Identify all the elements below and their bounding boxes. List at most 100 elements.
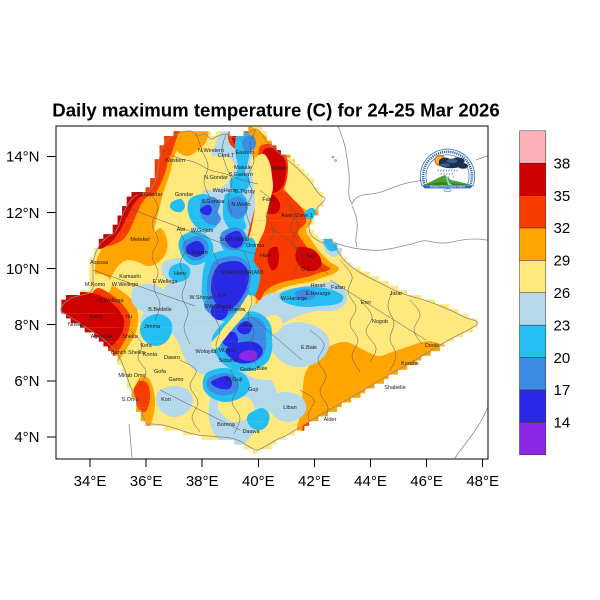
svg-text:Alder: Alder [324,417,337,423]
svg-text:W.Gojam: W.Gojam [191,228,214,234]
svg-text:34°E: 34°E [74,473,107,490]
svg-text:Doolo: Doolo [425,343,439,349]
svg-text:Metekel: Metekel [130,237,149,243]
svg-text:Siti: Siti [306,254,314,260]
svg-text:14°N: 14°N [6,149,40,166]
svg-text:B.Tigray: B.Tigray [235,189,256,195]
svg-text:Nogob: Nogob [372,319,388,325]
svg-text:Eastern: Eastern [236,150,255,156]
svg-text:Hari: Hari [260,253,270,259]
svg-text:NSH(OR)SH(AM): NSH(OR)SH(AM) [220,270,263,276]
svg-text:23: 23 [554,317,571,334]
svg-text:W.Gondar: W.Gondar [138,192,163,198]
svg-text:K.A: K.A [218,293,227,299]
svg-text:Gedeo: Gedeo [240,367,257,373]
svg-text:SW.Shewa: SW.Shewa [205,304,233,310]
svg-text:46°E: 46°E [410,473,443,490]
svg-text:E.Gojam: E.Gojam [186,250,208,256]
svg-text:Shabelle: Shabelle [384,385,405,391]
svg-text:W.Shewa: W.Shewa [189,295,213,301]
svg-text:S.Omo: S.Omo [121,397,138,403]
svg-text:Cent.T: Cent.T [218,153,235,159]
svg-text:N.Western: N.Western [198,148,224,154]
svg-text:WagHam: WagHam [213,188,236,194]
svg-text:Kon: Kon [161,397,171,403]
svg-text:E.Shewa: E.Shewa [223,307,246,313]
svg-text:32: 32 [554,220,571,237]
svg-text:6°N: 6°N [14,373,39,390]
svg-text:D.D: D.D [301,267,311,273]
svg-text:Western: Western [165,158,185,164]
svg-text:E.Bale: E.Bale [301,345,317,351]
svg-text:Bale: Bale [256,366,267,372]
svg-text:W.Arsi: W.Arsi [219,348,235,354]
svg-text:Jarar: Jarar [390,291,403,297]
svg-text:Nuwer: Nuwer [68,322,84,328]
svg-text:12°N: 12°N [6,205,40,222]
svg-text:Oromia: Oromia [246,243,265,249]
svg-text:B.Bedelle: B.Bedelle [148,307,172,313]
svg-text:48°E: 48°E [466,473,499,490]
svg-text:Daily maximum temperature (C): Daily maximum temperature (C) for 24-25 … [52,100,499,121]
svg-text:S.Eastern: S.Eastern [229,172,253,178]
svg-text:8°N: 8°N [14,317,39,334]
svg-text:Jimma: Jimma [144,324,161,330]
svg-text:Ethiopian Meteorological Insti: Ethiopian Meteorological Institute [430,186,466,189]
svg-text:S.Gondar: S.Gondar [201,199,225,205]
svg-text:N.Gondar: N.Gondar [204,175,228,181]
svg-text:Gondar: Gondar [175,192,194,198]
svg-text:36°E: 36°E [130,473,163,490]
svg-text:Banch Sheiko: Banch Sheiko [111,350,145,356]
svg-text:Korahe: Korahe [401,361,419,367]
svg-text:M.Komo: M.Komo [85,282,105,288]
svg-text:Liban: Liban [283,405,296,411]
svg-text:20: 20 [554,350,571,367]
svg-text:Sheka: Sheka [122,334,139,340]
svg-text:Kang: Kang [90,314,103,320]
svg-text:Awi: Awi [177,227,186,233]
svg-text:44°E: 44°E [354,473,387,490]
svg-text:Wolayita: Wolayita [196,349,218,355]
svg-text:Kamashi: Kamashi [119,274,140,280]
svg-text:Guji: Guji [248,387,258,393]
svg-text:38°E: 38°E [186,473,219,490]
svg-text:E.Wellega: E.Wellega [153,279,179,285]
svg-text:Konta: Konta [143,352,158,358]
svg-text:E.Hararge: E.Hararge [305,291,330,297]
svg-text:Harari: Harari [311,283,326,289]
svg-text:Arsi: Arsi [243,323,252,329]
svg-text:Fard: Fard [262,197,273,203]
svg-text:Sidama: Sidama [219,358,239,364]
svg-text:W.Wellega: W.Wellega [112,282,139,288]
svg-text:29: 29 [554,253,571,270]
svg-text:4°N: 4°N [14,429,39,446]
svg-text:26: 26 [554,285,571,302]
svg-text:Erer: Erer [361,300,372,306]
svg-text:17: 17 [554,382,571,399]
svg-text:W.Hararge: W.Hararge [281,296,307,302]
svg-text:Agnewak: Agnewak [91,334,114,340]
svg-text:K.Wellega: K.Wellega [99,298,125,304]
svg-text:Fafan: Fafan [331,285,345,291]
svg-text:Assosa: Assosa [90,260,109,266]
svg-text:Ilu: Ilu [126,314,132,320]
svg-text:Horo: Horo [174,271,186,277]
svg-text:N.Wello: N.Wello [231,202,250,208]
svg-text:10°N: 10°N [6,261,40,278]
svg-text:Kilbati: Kilbati [272,166,287,172]
svg-text:40°E: 40°E [242,473,275,490]
svg-text:South Wello: South Wello [219,237,249,243]
svg-text:Kefa: Kefa [140,343,152,349]
svg-text:35: 35 [554,188,571,205]
svg-text:W.Guji: W.Guji [226,377,242,383]
svg-text:42°E: 42°E [298,473,331,490]
svg-text:Gofa: Gofa [154,369,167,375]
svg-text:Gamo: Gamo [169,377,184,383]
svg-text:14: 14 [554,415,571,432]
svg-text:Borena: Borena [217,422,236,428]
svg-text:Makale: Makale [234,165,252,171]
svg-text:Daawa: Daawa [242,429,260,435]
svg-text:38: 38 [554,155,571,172]
svg-text:Dawro: Dawro [164,355,180,361]
svg-text:Mirab Omo: Mirab Omo [118,373,145,379]
